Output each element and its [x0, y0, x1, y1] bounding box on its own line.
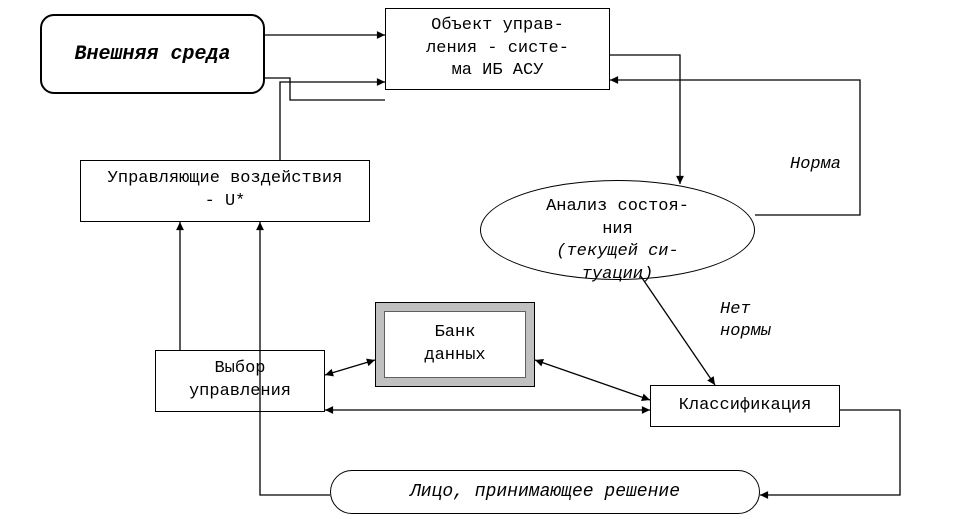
node-choice: Выбор управления	[155, 350, 325, 412]
node-control-object: Объект управ- ления - систе- ма ИБ АСУ	[385, 8, 610, 90]
node-analysis: Анализ состоя- ния (текущей си- туации)	[480, 180, 755, 280]
node-decision-maker: Лицо, принимающее решение	[330, 470, 760, 514]
node-control-actions: Управляющие воздействия - U*	[80, 160, 370, 222]
edge-obj-to-analysis	[610, 55, 680, 184]
diagram-canvas: Внешняя среда Объект управ- ления - сист…	[0, 0, 953, 526]
edge-actions-to-obj	[280, 82, 385, 160]
edge-label-no-norm-2: нормы	[720, 322, 771, 341]
node-classification: Классификация	[650, 385, 840, 427]
edge-bank-to-choice	[325, 360, 375, 375]
edge-env-to-obj-2	[265, 78, 385, 100]
node-label: Лицо, принимающее решение	[410, 480, 680, 504]
node-label: Банк данных	[424, 322, 485, 368]
node-databank-inner: Банк данных	[384, 311, 526, 378]
node-label: Анализ состоя- ния (текущей си- туации)	[532, 173, 703, 288]
edge-analysis-to-class	[640, 275, 715, 385]
node-label: Объект управ- ления - систе- ма ИБ АСУ	[426, 15, 569, 84]
node-label: Внешняя среда	[74, 41, 230, 68]
node-databank: Банк данных	[375, 302, 535, 387]
edge-class-to-bank	[535, 360, 650, 400]
node-label: Классификация	[679, 395, 812, 418]
edge-label-no-norm-1: Нет	[720, 300, 751, 319]
node-label: Управляющие воздействия - U*	[108, 168, 343, 214]
node-label: Выбор управления	[189, 358, 291, 404]
edge-label-norm: Норма	[790, 155, 841, 174]
node-external-env: Внешняя среда	[40, 14, 265, 94]
